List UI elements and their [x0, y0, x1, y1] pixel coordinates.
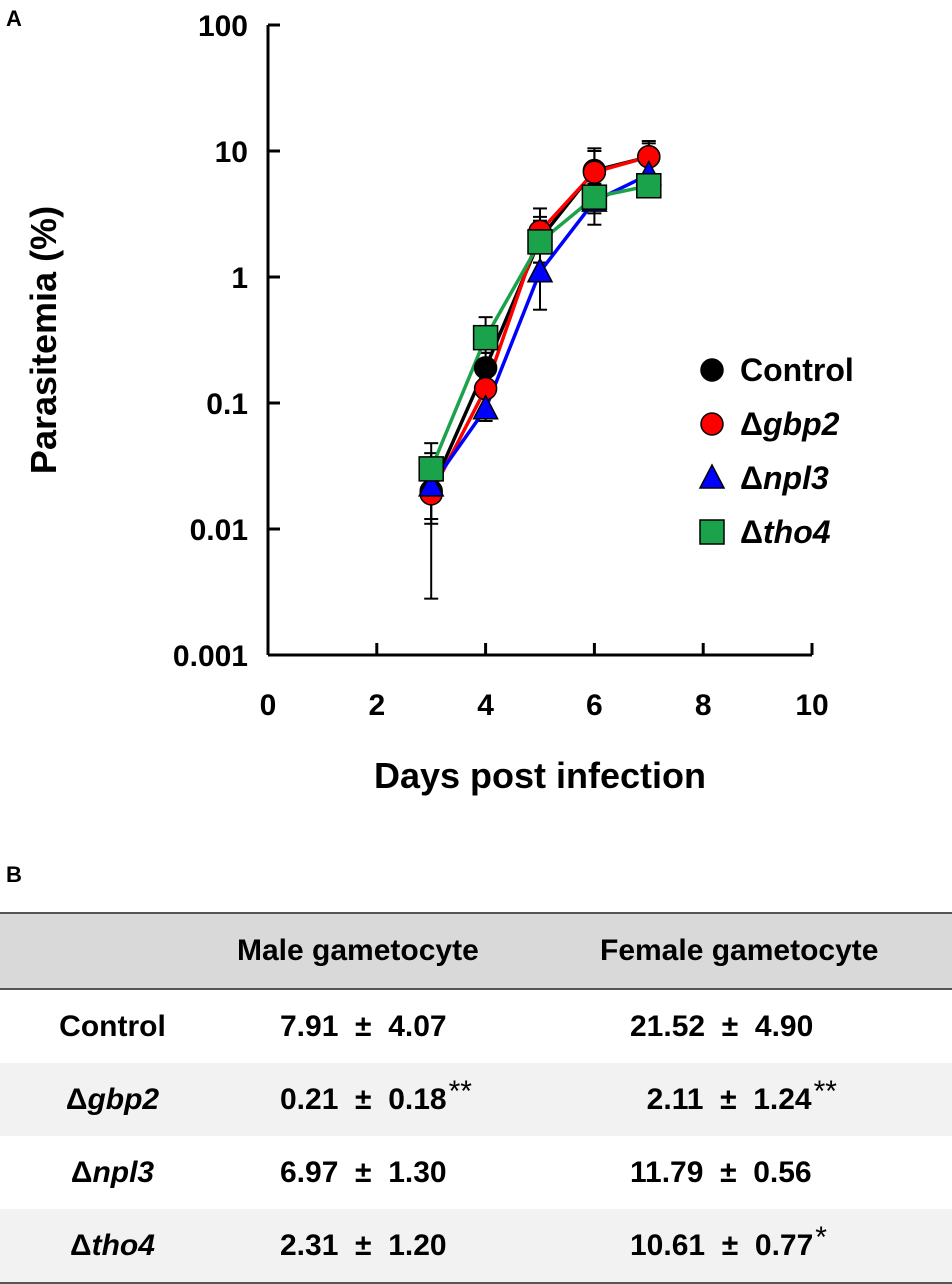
row-prefix: Δ [70, 1228, 92, 1262]
y-tick-label: 1 [231, 262, 248, 295]
row-prefix: Δ [65, 1082, 88, 1116]
panel-label-b: B [6, 862, 22, 887]
legend-marker-square-icon [699, 519, 725, 545]
female-significance: * [815, 1220, 827, 1254]
series-errorbars-gbp2 [424, 142, 656, 525]
table-row: Control 7.91 ± 4.07 21.52 ± 4.90 [0, 989, 952, 1063]
gametocyte-table: Male gametocyte Female gametocyte Contro… [0, 912, 952, 1284]
legend-marker-circle-icon [700, 358, 724, 382]
y-tick-label: 0.1 [206, 388, 248, 421]
data-point [417, 471, 445, 497]
data-point [472, 324, 499, 351]
legend-gene: Control [740, 352, 854, 388]
female-significance: ** [813, 1074, 837, 1108]
row-gene: Control [59, 1009, 166, 1043]
legend-marker-circle-icon [700, 412, 724, 436]
row-name: Control [0, 989, 225, 1063]
male-value: 6.97 ± 1.30 [280, 1155, 447, 1189]
data-point [582, 160, 607, 184]
header-male: Male gametocyte [237, 934, 479, 967]
x-tick-label: 4 [477, 689, 494, 722]
x-axis-title: Days post infection [374, 755, 706, 796]
legend-gene: npl3 [763, 460, 829, 496]
row-prefix: Δ [70, 1155, 93, 1189]
y-tick-label: 0.01 [190, 514, 248, 547]
y-tick-label: 10 [215, 136, 248, 169]
y-axis-title: Parasitemia (%) [23, 206, 64, 474]
row-gene: npl3 [92, 1155, 155, 1189]
row-gene: tho4 [91, 1228, 155, 1262]
legend-marker-triangle-icon [698, 463, 726, 489]
male-value: 0.21 ± 0.18 [280, 1082, 447, 1116]
row-name: Δtho4 [0, 1209, 225, 1283]
female-value-cell: 10.61 ± 0.77* [582, 1209, 952, 1283]
legend-gene: gbp2 [762, 406, 840, 442]
male-value-cell: 6.97 ± 1.30 [225, 1136, 582, 1209]
data-point [581, 184, 608, 210]
legend-label: Δgbp2 [740, 406, 840, 442]
data-point [527, 229, 553, 255]
legend-prefix: Δ [740, 406, 763, 442]
data-point [418, 456, 444, 482]
legend-item: Δnpl3 [698, 460, 829, 496]
male-value-cell: 2.31 ± 1.20 [225, 1209, 582, 1283]
legend-label: Control [740, 352, 854, 388]
row-gene: gbp2 [87, 1082, 160, 1116]
series-markers-gbp2 [419, 145, 661, 506]
chart-axes: 0.001 0.01 0.1 1 10 100 0 2 4 6 8 10 Days post infec… [23, 10, 829, 796]
legend-item: Control [700, 352, 854, 388]
female-value-cell: 2.11 ± 1.24** [582, 1063, 952, 1136]
female-value: 10.61 ± 0.77 [630, 1228, 814, 1262]
x-tick-label: 10 [795, 689, 828, 722]
series-line-gbp2 [429, 155, 650, 495]
x-tick-label: 6 [586, 689, 603, 722]
data-point [472, 394, 499, 420]
male-significance: ** [448, 1074, 472, 1108]
legend-item: Δtho4 [699, 514, 831, 550]
y-tick-label: 0.001 [173, 640, 248, 673]
legend-gene: tho4 [763, 514, 831, 550]
table-row: Δtho4 2.31 ± 1.20 10.61 ± 0.77* [0, 1209, 952, 1283]
x-tick-label: 2 [368, 689, 385, 722]
table-row: Δgbp2 0.21 ± 0.18** 2.11 ± 1.24** [0, 1063, 952, 1136]
legend-label: Δnpl3 [740, 460, 829, 496]
male-value-cell: 0.21 ± 0.18** [225, 1063, 582, 1136]
panel-label-a: A [6, 6, 22, 31]
data-point [526, 257, 554, 283]
table-header-row: Male gametocyte Female gametocyte [0, 913, 952, 989]
legend-prefix: Δ [740, 460, 763, 496]
female-value-cell: 21.52 ± 4.90 [582, 989, 952, 1063]
x-tick-label: 8 [695, 689, 712, 722]
female-value-cell: 11.79 ± 0.56 [582, 1136, 952, 1209]
parasitemia-chart: 0.001 0.01 0.1 1 10 100 0 2 4 6 8 10 Days post infec… [23, 10, 854, 796]
x-tick-label: 0 [260, 689, 277, 722]
series-markers-tho4 [418, 172, 662, 482]
header-empty [0, 913, 225, 989]
header-female: Female gametocyte [600, 934, 879, 967]
data-point [636, 172, 662, 199]
row-name: Δgbp2 [0, 1063, 225, 1136]
female-value: 21.52 ± 4.90 [630, 1009, 814, 1043]
y-tick-label: 100 [198, 10, 248, 43]
row-name: Δnpl3 [0, 1136, 225, 1209]
female-value: 11.79 ± 0.56 [630, 1155, 812, 1189]
table-row: Δnpl3 6.97 ± 1.30 11.79 ± 0.56 [0, 1136, 952, 1209]
legend-item: Δgbp2 [700, 406, 840, 442]
legend-prefix: Δ [740, 514, 763, 550]
data-point [473, 356, 498, 380]
male-value: 2.31 ± 1.20 [280, 1228, 447, 1262]
male-value-cell: 7.91 ± 4.07 [225, 989, 582, 1063]
female-value: 2.11 ± 1.24 [630, 1082, 812, 1116]
legend-label: Δtho4 [740, 514, 831, 550]
chart-series [417, 140, 663, 600]
male-value: 7.91 ± 4.07 [280, 1009, 447, 1043]
